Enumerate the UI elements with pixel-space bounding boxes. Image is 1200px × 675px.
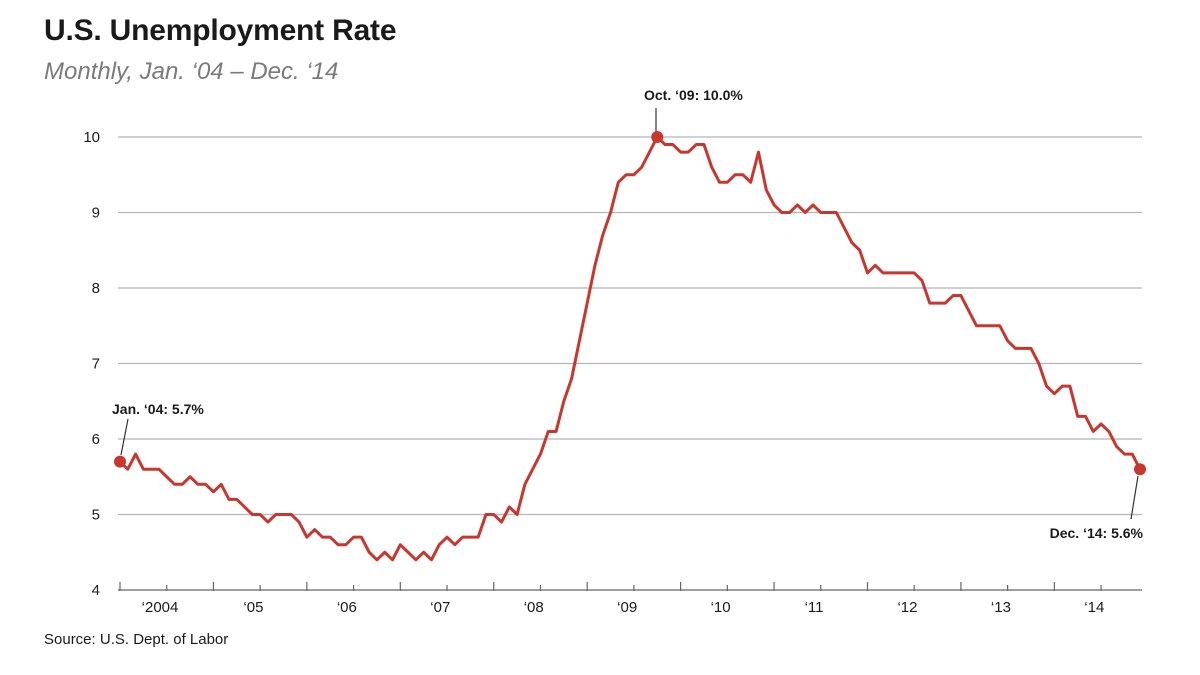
annotation-marker [651,131,664,143]
y-tick-label: 6 [92,431,100,448]
x-tick-label: ‘08 [524,599,544,616]
x-tick-label: ‘05 [243,599,263,616]
annotation-leader [120,418,129,456]
series-line-unemployment [118,135,1142,562]
x-tick-label: ‘10 [711,599,731,616]
x-tick-labels: ‘2004 ‘05 ‘06 ‘07 ‘08 ‘09 ‘10 ‘11 ‘12 ‘13 ‘14 [142,599,1105,616]
x-tick-label: ‘07 [430,599,450,616]
y-tick-labels: 4 5 6 7 8 9 10 [83,129,100,599]
chart-subtitle: Monthly, Jan. ‘04 – Dec. ‘14 [44,58,339,85]
annotation-leader [1130,475,1139,520]
y-tick-label: 7 [92,356,100,373]
source-note: Source: U.S. Dept. of Labor [44,631,229,648]
x-tick-label: ‘13 [991,599,1011,616]
x-tick-label: ‘11 [805,599,824,616]
annotation-marker [114,455,126,468]
x-tick-label: ‘12 [897,599,917,616]
x-tick-label: ‘14 [1084,599,1104,616]
annotation-label: Jan. ‘04: 5.7% [112,401,204,417]
chart-title: U.S. Unemployment Rate [44,14,397,47]
x-tick-label: ‘06 [337,599,357,616]
y-tick-label: 9 [92,205,100,222]
series-layer [118,135,1142,562]
annotations: Jan. ‘04: 5.7% Oct. ‘09: 10.0% Dec. ‘14: 5… [112,87,1146,541]
annotation-label: Dec. ‘14: 5.6% [1050,525,1144,541]
x-tick-label: ‘09 [617,599,637,616]
annotation-marker [1134,463,1146,476]
y-tick-label: 8 [92,280,100,297]
x-axis [118,582,1142,591]
x-tick-label: ‘2004 [142,599,179,616]
y-tick-label: 5 [92,507,100,524]
y-tick-label: 4 [92,582,100,599]
annotation-label: Oct. ‘09: 10.0% [644,87,743,103]
y-tick-label: 10 [83,129,100,146]
